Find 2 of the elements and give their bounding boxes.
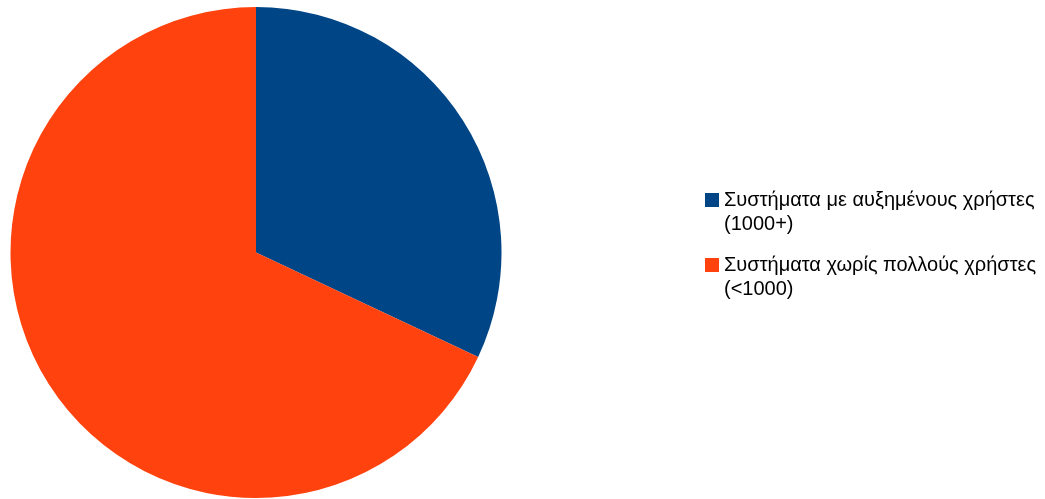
legend-label: Συστήματα με αυξημένους χρήστες (1000+) [724, 187, 1036, 235]
legend-label: Συστήματα χωρίς πολλούς χρήστες (<1000) [724, 252, 1038, 300]
